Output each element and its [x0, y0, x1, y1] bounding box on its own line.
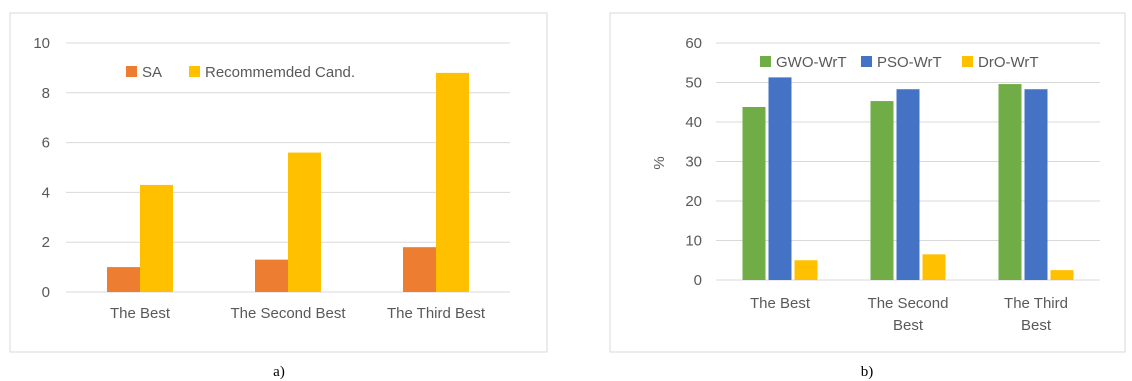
- chart-b-legend-label: DrO-WrT: [978, 54, 1039, 71]
- chart-a-bar-sa: [403, 247, 436, 292]
- chart-b-y-axis-label: %: [651, 156, 668, 169]
- chart-a-y-tick-label: 8: [42, 85, 50, 102]
- chart-a-y-tick-label: 0: [42, 284, 50, 301]
- chart-a-x-tick-label: The Second Best: [230, 305, 346, 322]
- chart-a-legend-swatch: [126, 66, 137, 77]
- chart-a-legend-swatch: [189, 66, 200, 77]
- chart-a: 0 2 4 6 8 10 The Best The Second Best The Third…: [9, 12, 548, 380]
- chart-b-x-tick-label: The Best: [750, 295, 811, 312]
- chart-b-y-tick-labels: 0 10 20 30 40 50 60: [685, 35, 702, 289]
- chart-b-y-tick-label: 40: [685, 114, 702, 131]
- chart-b-legend: GWO-WrT PSO-WrT DrO-WrT: [760, 54, 1039, 71]
- chart-a-y-tick-label: 10: [33, 35, 50, 52]
- chart-a-y-tick-labels: 0 2 4 6 8 10: [33, 35, 50, 301]
- chart-a-bar-recommemded-cand-: [140, 184, 173, 292]
- chart-b-bar-gwo-wrt: [742, 106, 766, 281]
- chart-b-legend-swatch: [760, 56, 771, 67]
- chart-b-bar-gwo-wrt: [870, 101, 894, 280]
- chart-a-bar-sa: [107, 267, 140, 292]
- chart-b-legend-label: PSO-WrT: [877, 54, 942, 71]
- chart-a-y-tick-label: 4: [42, 184, 50, 201]
- chart-a-y-tick-label: 6: [42, 135, 50, 152]
- chart-a-y-tick-label: 2: [42, 234, 50, 251]
- chart-b-y-tick-label: 60: [685, 35, 702, 52]
- chart-a-bar-sa: [255, 259, 288, 292]
- chart-a-x-tick-label: The Third Best: [387, 305, 486, 322]
- chart-a-caption: a): [273, 364, 285, 380]
- chart-b-y-tick-label: 50: [685, 75, 702, 92]
- chart-b-legend-swatch: [861, 56, 872, 67]
- chart-b-y-tick-label: 0: [694, 272, 702, 289]
- chart-b-x-tick-label: The Second: [868, 295, 949, 312]
- chart-b-y-tick-label: 30: [685, 154, 702, 171]
- chart-a-legend-label: Recommemded Cand.: [205, 64, 355, 81]
- chart-b-caption: b): [861, 364, 874, 380]
- chart-b-y-tick-label: 20: [685, 193, 702, 210]
- chart-b-y-tick-label: 10: [685, 233, 702, 250]
- chart-b-bars: [742, 77, 1074, 281]
- chart-b-bar-gwo-wrt: [998, 84, 1022, 280]
- chart-b-legend-swatch: [962, 56, 973, 67]
- chart-a-x-tick-labels: The Best The Second Best The Third Best: [110, 305, 486, 322]
- chart-a-bar-recommemded-cand-: [288, 152, 321, 292]
- chart-b-x-tick-label: Best: [893, 317, 924, 334]
- chart-a-x-tick-label: The Best: [110, 305, 171, 322]
- chart-b-x-tick-label: Best: [1021, 317, 1052, 334]
- chart-b-bar-dro-wrt: [794, 260, 818, 280]
- chart-b-bar-pso-wrt: [768, 77, 792, 281]
- chart-a-legend-label: SA: [142, 64, 162, 81]
- chart-b-bar-dro-wrt: [1050, 270, 1074, 280]
- chart-a-legend: SA Recommemded Cand.: [126, 64, 355, 81]
- chart-b-bar-pso-wrt: [896, 89, 920, 280]
- chart-b-x-tick-labels: The Best The Second Best The Third Best: [750, 295, 1068, 334]
- chart-b-bar-dro-wrt: [922, 254, 946, 280]
- chart-b-x-tick-label: The Third: [1004, 295, 1068, 312]
- chart-b-legend-label: GWO-WrT: [776, 54, 847, 71]
- chart-a-bars: [107, 72, 469, 292]
- chart-a-bar-recommemded-cand-: [436, 72, 469, 292]
- chart-b-bar-pso-wrt: [1024, 89, 1048, 280]
